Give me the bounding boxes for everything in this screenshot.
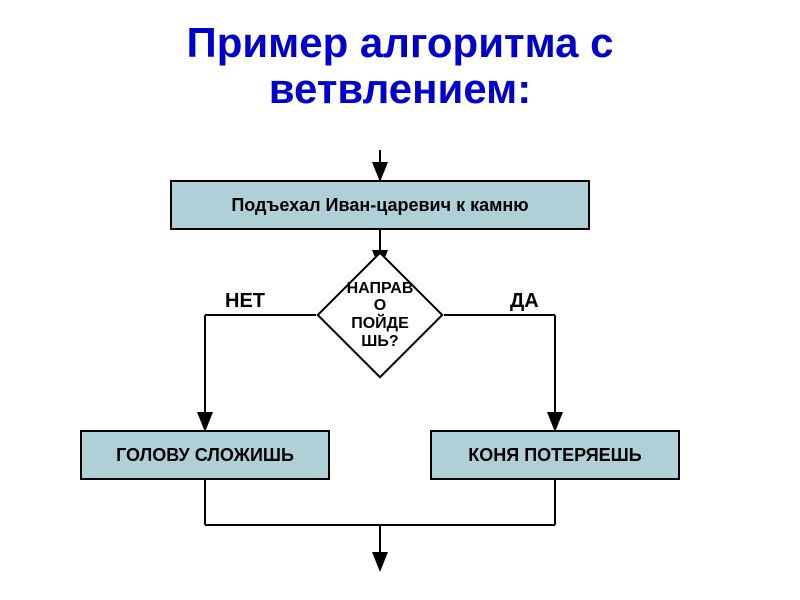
edge-label-yes: ДА [510, 290, 539, 313]
title-line-1: Пример алгоритма с [187, 19, 614, 66]
flowchart-node-start: Подъехал Иван-царевич к камню [170, 180, 590, 230]
edge-label-no: НЕТ [225, 290, 265, 313]
flowchart-node-right: КОНЯ ПОТЕРЯЕШЬ [430, 430, 680, 480]
node-start-label: Подъехал Иван-царевич к камню [231, 195, 528, 216]
flowchart-node-left: ГОЛОВУ СЛОЖИШЬ [80, 430, 330, 480]
node-right-label: КОНЯ ПОТЕРЯЕШЬ [468, 445, 641, 466]
node-left-label: ГОЛОВУ СЛОЖИШЬ [116, 445, 294, 466]
flowchart-node-decision-label: НАПРАВ О ПОЙДЕ ШЬ? [316, 251, 443, 378]
title-line-2: ветвлением: [269, 65, 531, 112]
flowchart-container: Подъехал Иван-царевич к камню НАПРАВ О П… [0, 150, 800, 600]
page-title: Пример алгоритма с ветвлением: [0, 0, 800, 112]
